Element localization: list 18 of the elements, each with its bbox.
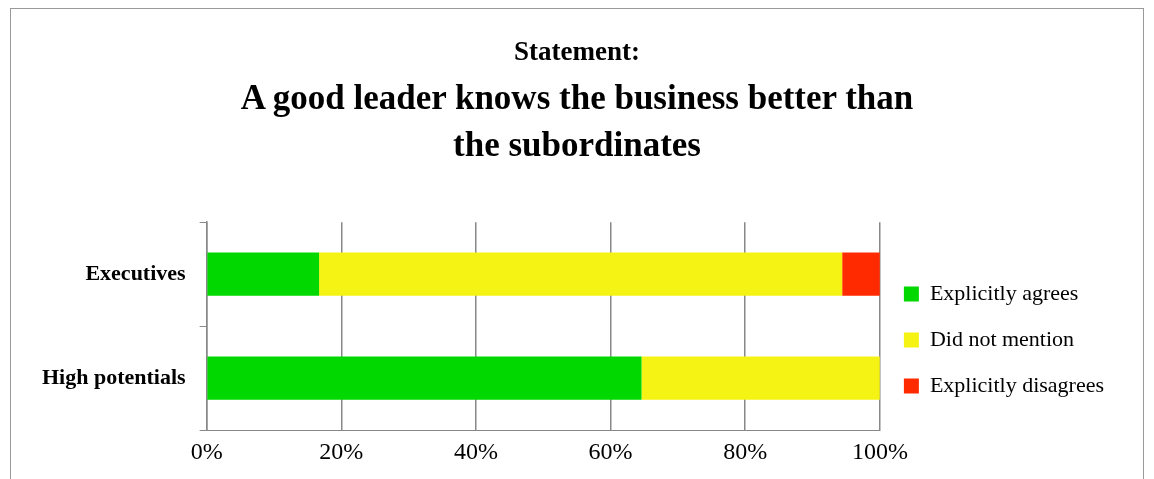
- legend-label: Explicitly agrees: [929, 279, 1079, 305]
- chart-subtitle: A good leader knows the business better than the subordinates: [239, 77, 915, 166]
- chart-title: Statement:: [513, 36, 641, 67]
- x-tick-label: 80%: [723, 437, 768, 464]
- x-tick-label: 20%: [319, 437, 364, 464]
- bar: [842, 252, 880, 296]
- y-tick-label: High potentials: [41, 363, 187, 389]
- bar: [207, 356, 642, 400]
- x-tick-label: 60%: [588, 437, 633, 464]
- y-tick-label: Executives: [85, 259, 187, 285]
- bar: [319, 252, 843, 296]
- bar: [207, 252, 320, 296]
- legend-label: Explicitly disagrees: [929, 371, 1104, 397]
- bar: [641, 356, 880, 400]
- x-tick-label: 100%: [851, 437, 908, 464]
- x-tick-label: 40%: [453, 437, 498, 464]
- x-tick-label: 0%: [190, 437, 223, 464]
- legend-label: Did not mention: [929, 325, 1075, 351]
